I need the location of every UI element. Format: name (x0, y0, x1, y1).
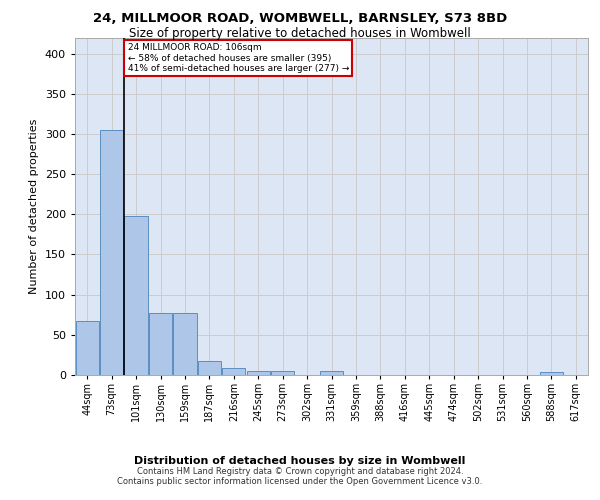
Text: Contains public sector information licensed under the Open Government Licence v3: Contains public sector information licen… (118, 477, 482, 486)
Bar (271, 371, 294, 375)
Bar (320, 371, 343, 375)
Bar (173, 313, 197, 375)
Bar (100, 130, 123, 375)
Bar (222, 368, 245, 375)
Bar (198, 360, 221, 375)
Bar (540, 372, 563, 375)
Bar (149, 313, 172, 375)
Text: Size of property relative to detached houses in Wombwell: Size of property relative to detached ho… (129, 28, 471, 40)
Bar (124, 216, 148, 375)
Y-axis label: Number of detached properties: Number of detached properties (29, 118, 39, 294)
Text: Contains HM Land Registry data © Crown copyright and database right 2024.: Contains HM Land Registry data © Crown c… (137, 467, 463, 476)
Bar (247, 371, 270, 375)
Text: Distribution of detached houses by size in Wombwell: Distribution of detached houses by size … (134, 456, 466, 466)
Text: 24 MILLMOOR ROAD: 106sqm
← 58% of detached houses are smaller (395)
41% of semi-: 24 MILLMOOR ROAD: 106sqm ← 58% of detach… (128, 43, 349, 73)
Text: 24, MILLMOOR ROAD, WOMBWELL, BARNSLEY, S73 8BD: 24, MILLMOOR ROAD, WOMBWELL, BARNSLEY, S… (93, 12, 507, 26)
Bar (76, 321, 99, 375)
